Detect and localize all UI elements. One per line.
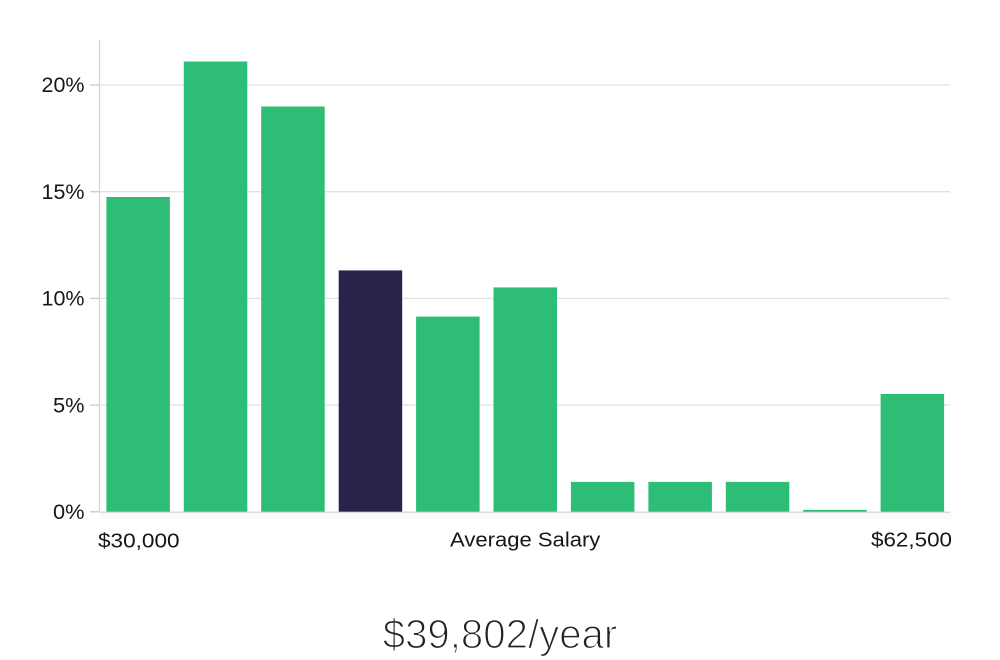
svg-text:10%: 10% bbox=[42, 288, 85, 311]
svg-text:$62,500: $62,500 bbox=[871, 530, 952, 552]
svg-text:Average Salary: Average Salary bbox=[450, 530, 600, 552]
svg-text:$39,802/year: $39,802/year bbox=[383, 611, 618, 657]
svg-text:5%: 5% bbox=[53, 394, 85, 417]
svg-text:0%: 0% bbox=[53, 501, 85, 524]
svg-text:$30,000: $30,000 bbox=[98, 530, 180, 552]
svg-text:20%: 20% bbox=[42, 74, 85, 97]
svg-text:15%: 15% bbox=[42, 181, 85, 204]
